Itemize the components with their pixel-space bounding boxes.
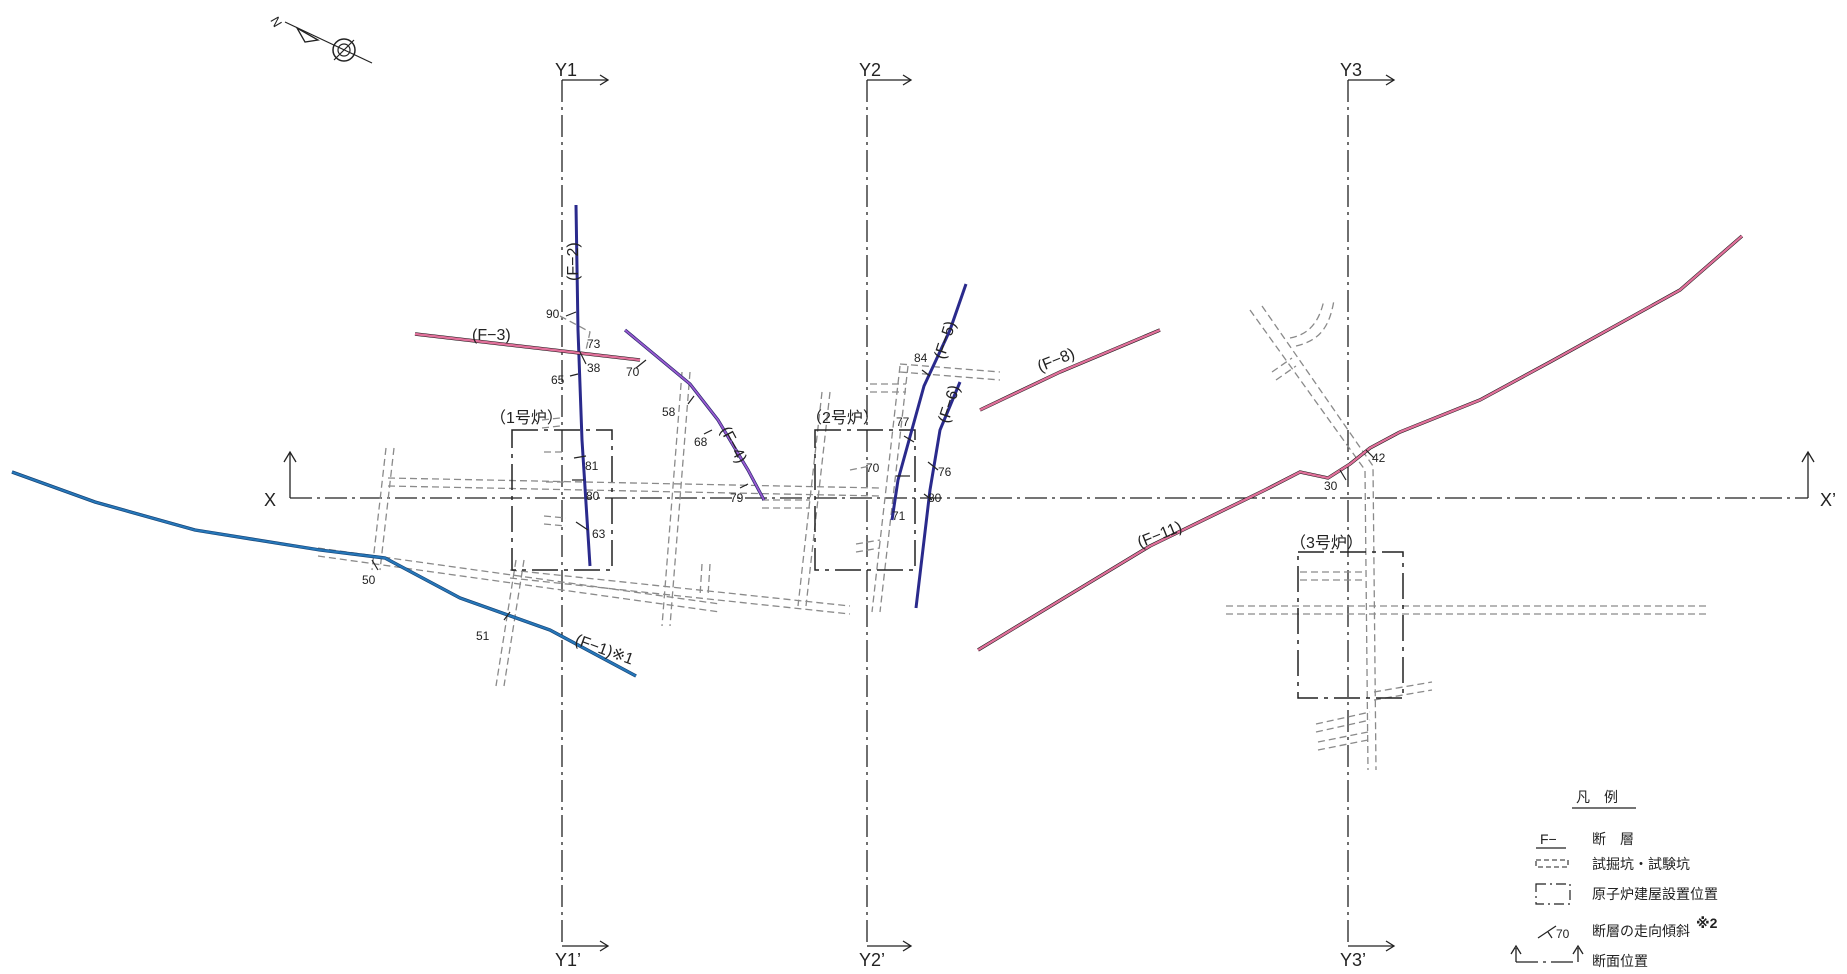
- fault-f11-label: (F−11): [1135, 519, 1184, 552]
- reactor-buildings: [511, 429, 1404, 699]
- dip-label: 79: [730, 491, 744, 505]
- strike-dip-ticks: [371, 311, 1375, 621]
- legend-building-symbol: [1535, 883, 1571, 905]
- section-y3-bottom-label: Y3’: [1340, 950, 1366, 970]
- fault-f5-label: (F−5): [932, 319, 960, 361]
- section-y2-top-label: Y2: [859, 60, 881, 80]
- fault-f2-line: [574, 204, 592, 567]
- legend-strike-symbol: [1537, 925, 1557, 939]
- unit3-label: （3号炉）: [1290, 534, 1363, 552]
- section-y1-bottom-label: Y1’: [555, 950, 581, 970]
- legend-strike-value: 70: [1556, 927, 1570, 941]
- dip-label: 80: [928, 491, 942, 505]
- fault-f8-label: (F−8): [1035, 345, 1077, 375]
- dip-label: 58: [662, 405, 676, 419]
- section-y3-top-label: Y3: [1340, 60, 1362, 80]
- dip-label: 77: [896, 415, 910, 429]
- unit1-label: （1号炉）: [490, 409, 563, 427]
- dip-label: 38: [587, 361, 601, 375]
- fault-f8-line: [979, 328, 1161, 412]
- fault-f3-line: [414, 332, 641, 362]
- fault-f3-label: (F−3): [472, 327, 511, 344]
- legend-building-label: 原子炉建屋設置位置: [1592, 886, 1718, 902]
- dip-label: 51: [476, 629, 490, 643]
- legend-strike-label: 断層の走向傾斜: [1592, 923, 1690, 939]
- north-letter: N: [267, 14, 285, 30]
- dip-label: 30: [1324, 479, 1338, 493]
- fault-f4-label: (F−4): [716, 424, 749, 466]
- legend-tunnel-symbol: [1535, 859, 1569, 868]
- section-y1-top-label: Y1: [555, 60, 577, 80]
- dip-label: 84: [914, 351, 928, 365]
- north-arrow-compass-icon: N: [267, 14, 373, 64]
- legend-fault-label: 断 層: [1592, 831, 1634, 847]
- fault-lines: [11, 204, 1744, 678]
- section-x-end-label: X’: [1820, 490, 1836, 510]
- fault-f1-line: [11, 470, 637, 677]
- unit2-label: （2号炉）: [806, 409, 879, 427]
- dip-label: 50: [362, 573, 376, 587]
- section-x-label: X: [264, 490, 276, 510]
- fault-f4-line: [624, 329, 765, 501]
- fault-f1-label: (F−1)※1: [573, 632, 636, 669]
- fault-f6-line: [914, 381, 962, 609]
- section-lines: [283, 74, 1815, 952]
- legend-title: 凡 例: [1576, 789, 1618, 805]
- unit3-building: [1297, 551, 1404, 699]
- fault-f5-line: [890, 283, 968, 521]
- dip-label: 70: [866, 461, 880, 475]
- exploration-tunnels: [317, 299, 1710, 771]
- dip-label: 65: [551, 373, 565, 387]
- legend-section-label: 断面位置: [1592, 953, 1648, 969]
- unit1-building: [511, 429, 613, 571]
- section-y2-bottom-label: Y2’: [859, 950, 885, 970]
- legend-strike-note: ※2: [1696, 915, 1718, 931]
- unit2-building: [814, 429, 916, 571]
- dip-label: 42: [1372, 451, 1386, 465]
- fault-f11-line: [977, 235, 1743, 652]
- dip-label: 90: [546, 307, 560, 321]
- dip-label: 81: [585, 459, 599, 473]
- fault-f2-label: (F−2): [565, 242, 582, 281]
- dip-label: 70: [626, 365, 640, 379]
- dip-label: 80: [586, 489, 600, 503]
- dip-label: 71: [892, 509, 906, 523]
- dip-label: 76: [938, 465, 952, 479]
- dip-label: 73: [587, 337, 601, 351]
- legend-tunnel-label: 試掘坑・試験坑: [1592, 856, 1690, 872]
- dip-label: 68: [694, 435, 708, 449]
- legend: 凡 例 F− 断 層 試掘坑・試験坑 原子炉建屋設置位置 70 断層の走向傾斜 …: [1510, 789, 1718, 969]
- fault-f6-label: (F−6): [936, 383, 964, 425]
- dip-label: 63: [592, 527, 606, 541]
- legend-fault-symbol: F−: [1540, 831, 1557, 847]
